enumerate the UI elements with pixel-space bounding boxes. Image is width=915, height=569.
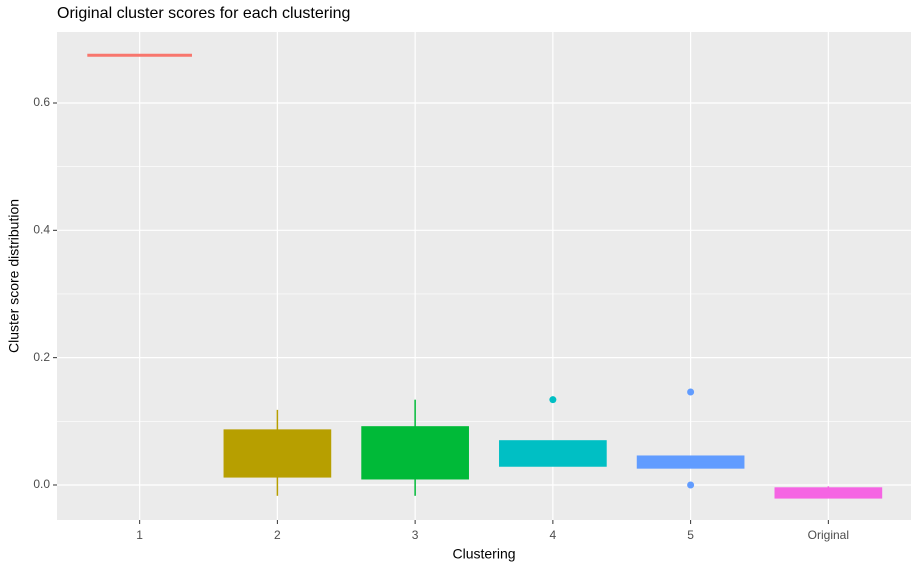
y-tick-label: 0.6	[33, 95, 50, 109]
outlier	[687, 481, 695, 489]
x-tick-label: 2	[274, 528, 281, 542]
x-tick-label: 5	[687, 528, 694, 542]
y-tick-label: 0.0	[33, 477, 50, 491]
x-tick-label: 4	[550, 528, 557, 542]
y-tick-label: 0.4	[33, 222, 50, 236]
x-tick-label: Original	[808, 528, 849, 542]
x-tick-label: 1	[136, 528, 143, 542]
chart-title: Original cluster scores for each cluster…	[57, 5, 350, 22]
y-axis-title: Cluster score distribution	[6, 199, 22, 353]
y-tick-label: 0.2	[33, 350, 50, 364]
outlier	[687, 388, 695, 396]
panel	[57, 32, 911, 520]
x-tick-label: 3	[412, 528, 419, 542]
outlier	[549, 396, 557, 404]
x-axis-title: Clustering	[452, 546, 515, 562]
